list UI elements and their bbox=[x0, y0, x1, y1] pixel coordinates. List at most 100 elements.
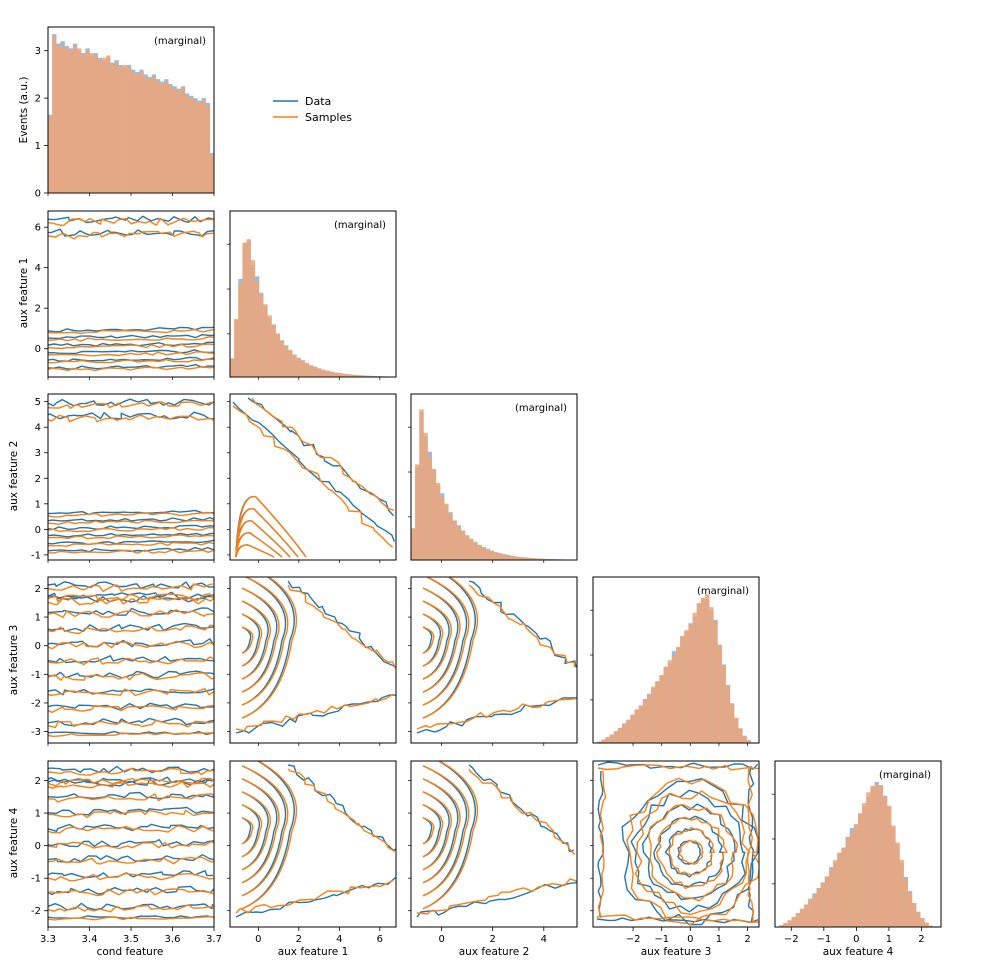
contour-line-samples bbox=[241, 613, 263, 667]
contour-line-data bbox=[48, 778, 213, 787]
hist-bar-samples bbox=[366, 375, 372, 377]
hist-bar-samples bbox=[717, 644, 722, 743]
hist-bar-samples bbox=[721, 665, 726, 743]
hist-bar-samples bbox=[300, 360, 305, 377]
hist-bar-samples bbox=[804, 904, 809, 927]
hist-bar-samples bbox=[787, 920, 792, 927]
hist-bar-samples bbox=[172, 88, 177, 193]
panel-border bbox=[229, 393, 397, 561]
hist-bar-samples bbox=[201, 100, 206, 193]
contour-line-samples bbox=[48, 541, 214, 547]
hist-bar-samples bbox=[688, 624, 693, 743]
hist-bar-samples bbox=[238, 283, 243, 377]
hist-bar-samples bbox=[676, 646, 681, 743]
hist-bar-samples bbox=[275, 333, 280, 377]
ytick-label: 0 bbox=[35, 641, 41, 652]
xtick-label: 3.3 bbox=[40, 934, 56, 945]
contour-line-samples bbox=[48, 358, 214, 364]
x-axis-label-col2: aux feature 2 bbox=[459, 946, 530, 958]
hist-bar-samples bbox=[535, 558, 540, 560]
contour-line-samples bbox=[416, 697, 577, 730]
panel-border bbox=[410, 393, 578, 561]
hist-bar-samples bbox=[494, 552, 499, 560]
ytick-label: 5 bbox=[35, 397, 41, 408]
hist-bar-samples bbox=[97, 60, 103, 194]
marginal-label: (marginal) bbox=[334, 220, 386, 231]
contour-line-samples bbox=[422, 577, 478, 719]
y-axis-label-top: Events (a.u.) bbox=[18, 77, 30, 144]
hist-bar-samples bbox=[48, 117, 53, 193]
panel-border bbox=[774, 760, 942, 928]
hist-bar-samples bbox=[725, 686, 731, 743]
hist-bar-samples bbox=[684, 630, 689, 743]
hist-bar-samples bbox=[321, 369, 326, 377]
hist-bar-samples bbox=[431, 469, 437, 560]
contour-line-samples bbox=[48, 526, 214, 533]
hist-bar-samples bbox=[279, 340, 285, 377]
hist-bar-samples bbox=[642, 700, 648, 743]
contour-line-data bbox=[621, 778, 759, 926]
contour-line-samples bbox=[241, 778, 280, 884]
hist-bar-samples bbox=[489, 550, 495, 560]
hist-bar-samples bbox=[164, 81, 169, 193]
hist-bar-samples bbox=[85, 50, 90, 193]
marginal-label: (marginal) bbox=[515, 403, 567, 414]
hist-bar-samples bbox=[419, 409, 424, 560]
hist-bar-samples bbox=[502, 554, 507, 560]
hist-bar-samples bbox=[308, 365, 314, 377]
hist-bar-samples bbox=[329, 371, 334, 377]
hist-bar-samples bbox=[734, 717, 739, 743]
hist-bar-samples bbox=[254, 281, 260, 377]
contour-line-data bbox=[48, 411, 214, 420]
contour-line-samples bbox=[422, 577, 470, 706]
hist-bar-samples bbox=[659, 674, 664, 743]
contour-line-samples bbox=[241, 577, 289, 706]
contour-line-samples bbox=[241, 804, 263, 858]
contour-line-samples bbox=[422, 765, 470, 897]
hist-bar-samples bbox=[481, 546, 486, 560]
hist-bar-samples bbox=[350, 374, 355, 377]
contour-line-samples bbox=[48, 593, 214, 602]
contour-line-data bbox=[416, 697, 577, 734]
ytick-label: 1 bbox=[35, 141, 41, 152]
contour-line-samples bbox=[235, 879, 394, 914]
contour-line-samples bbox=[48, 856, 214, 865]
hist-bar-samples bbox=[833, 860, 838, 927]
hist-bar-samples bbox=[866, 792, 871, 927]
panel-border bbox=[229, 760, 397, 928]
contour-line-samples bbox=[656, 816, 728, 889]
hist-bar-samples bbox=[924, 922, 929, 927]
panel-border bbox=[592, 760, 760, 928]
contour-line-samples bbox=[422, 791, 452, 871]
hist-bar-samples bbox=[52, 36, 57, 193]
xtick-label: −2 bbox=[784, 934, 799, 945]
hist-bar-samples bbox=[362, 375, 368, 377]
panel-border bbox=[229, 210, 397, 378]
xtick-label: 4 bbox=[541, 934, 547, 945]
hist-bar-samples bbox=[518, 557, 524, 560]
hist-bar-samples bbox=[288, 349, 293, 377]
contour-line-samples bbox=[48, 916, 214, 921]
hist-bar-samples bbox=[358, 375, 363, 377]
hist-bar-samples bbox=[456, 526, 461, 560]
xtick-label: 0 bbox=[255, 934, 261, 945]
panel-border bbox=[592, 576, 760, 744]
hist-bar-samples bbox=[746, 740, 751, 743]
hist-bar-samples bbox=[118, 67, 123, 193]
contour-line-samples bbox=[48, 781, 214, 789]
hist-bar-samples bbox=[114, 62, 119, 194]
contour-line-samples bbox=[287, 584, 396, 670]
ytick-label: -2 bbox=[31, 698, 41, 709]
contour-line-samples bbox=[48, 767, 214, 776]
contour-line-samples bbox=[48, 624, 214, 635]
hist-bar-samples bbox=[617, 727, 623, 743]
xtick-label: −2 bbox=[626, 934, 641, 945]
hist-bar-samples bbox=[638, 705, 643, 743]
hist-bar-samples bbox=[168, 86, 173, 193]
contour-line-data bbox=[48, 341, 214, 347]
contour-line-samples bbox=[48, 840, 214, 850]
hist-bar-samples bbox=[205, 105, 211, 193]
panel-border bbox=[229, 576, 397, 744]
contour-line-data bbox=[48, 854, 214, 863]
ytick-label: -2 bbox=[31, 906, 41, 917]
